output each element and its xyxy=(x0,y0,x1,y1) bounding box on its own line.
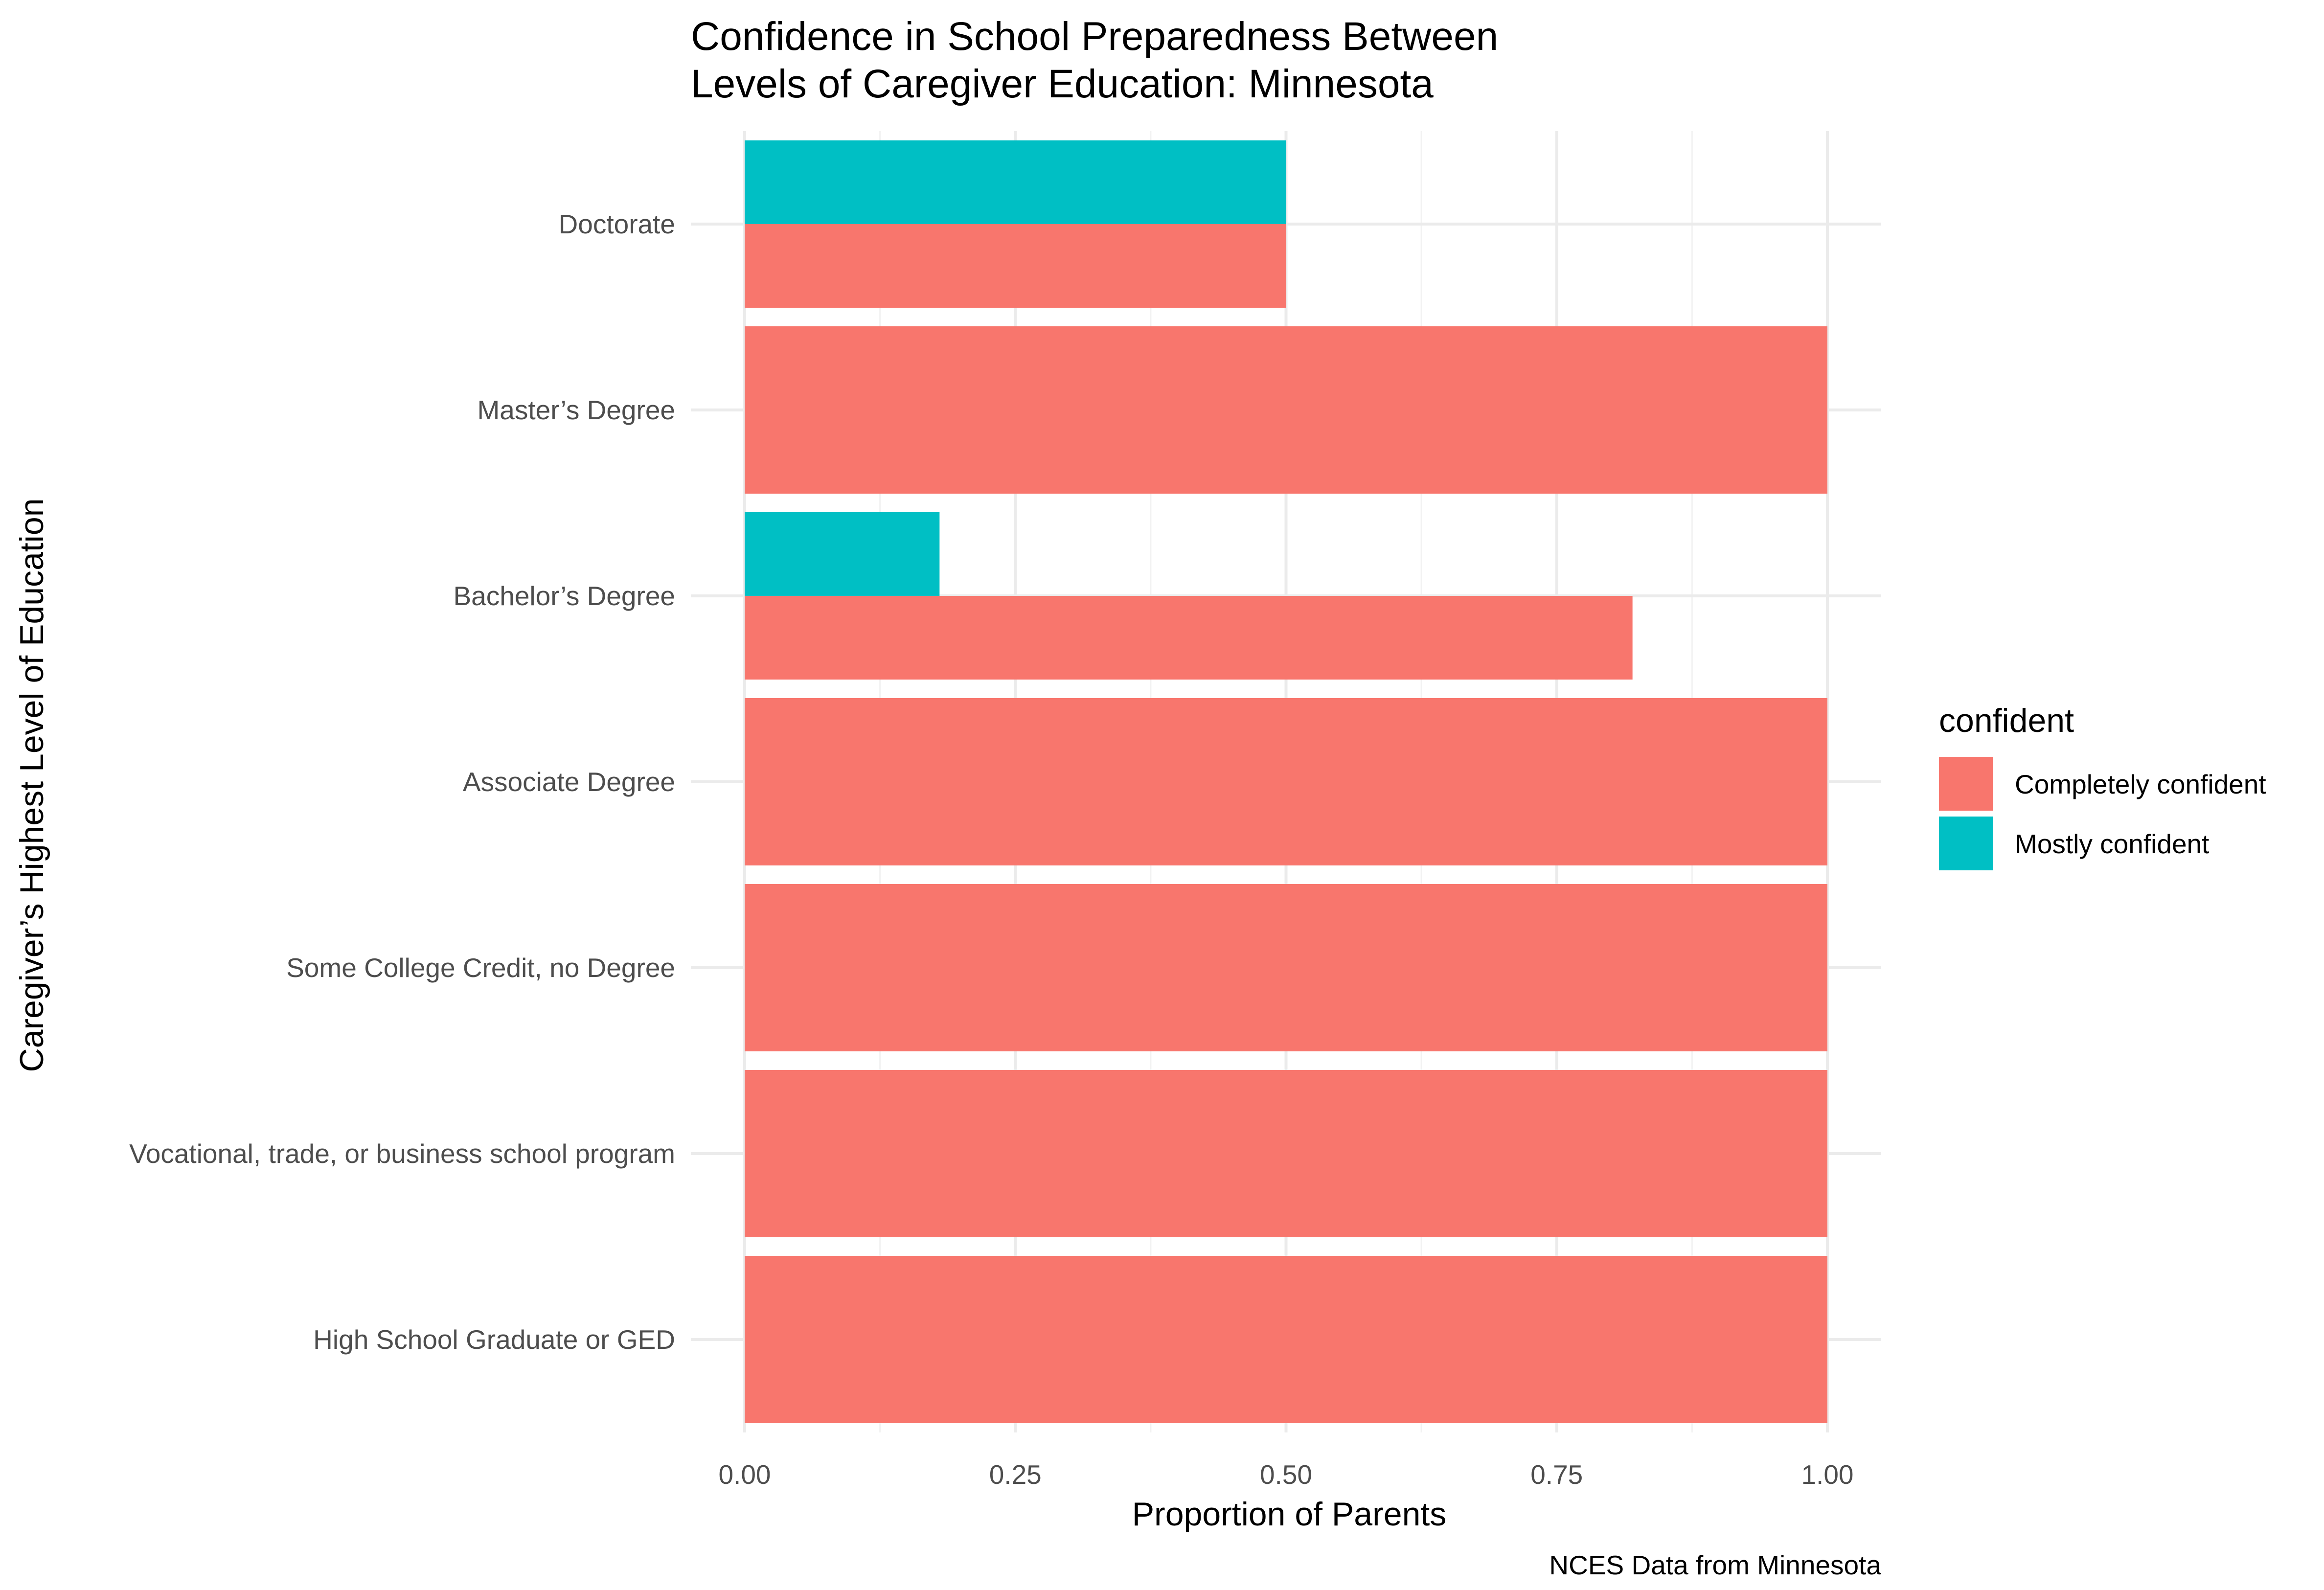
y-tick-label: Associate Degree xyxy=(463,767,675,797)
chart-caption: NCES Data from Minnesota xyxy=(1549,1550,1881,1580)
bar-completely-confident xyxy=(745,698,1827,865)
x-tick-label: 0.25 xyxy=(989,1459,1042,1490)
x-tick-label: 1.00 xyxy=(1801,1459,1853,1490)
legend-key-label: Mostly confident xyxy=(2015,829,2209,859)
legend-key-label: Completely confident xyxy=(2015,769,2266,799)
bar-completely-confident xyxy=(745,884,1827,1051)
y-tick-label: Doctorate xyxy=(559,209,675,239)
bar-completely-confident xyxy=(745,1256,1827,1423)
legend-key-swatch xyxy=(1939,757,1993,811)
y-tick-label: Some College Credit, no Degree xyxy=(286,953,675,983)
bar-completely-confident xyxy=(745,326,1827,494)
bar-mostly-confident xyxy=(745,512,940,596)
legend-title: confident xyxy=(1939,702,2074,739)
bar-completely-confident xyxy=(745,224,1286,308)
x-tick-label: 0.75 xyxy=(1530,1459,1583,1490)
x-tick-label: 0.00 xyxy=(718,1459,771,1490)
bar-mostly-confident xyxy=(745,140,1286,224)
legend-key-swatch xyxy=(1939,817,1993,870)
y-axis-tick-labels: Doctorate Master’s Degree Bachelor’s Degre… xyxy=(129,209,675,1355)
chart-title: Confidence in School Preparedness Betwee… xyxy=(691,14,1498,106)
x-axis-tick-labels: 0.00 0.25 0.50 0.75 1.00 xyxy=(718,1459,1853,1490)
bars xyxy=(745,140,1827,1423)
y-axis-title: Caregiver’s Highest Level of Education xyxy=(13,498,50,1072)
y-tick-label: Master’s Degree xyxy=(477,395,675,425)
bar-completely-confident xyxy=(745,1070,1827,1237)
y-tick-label: Bachelor’s Degree xyxy=(453,581,675,611)
legend: confident Completely confident Mostly con… xyxy=(1939,702,2266,870)
x-tick-label: 0.50 xyxy=(1260,1459,1312,1490)
y-tick-label: High School Graduate or GED xyxy=(313,1324,675,1355)
bar-completely-confident xyxy=(745,596,1633,680)
y-tick-label: Vocational, trade, or business school pr… xyxy=(129,1138,675,1169)
x-axis-title: Proportion of Parents xyxy=(1132,1496,1447,1533)
